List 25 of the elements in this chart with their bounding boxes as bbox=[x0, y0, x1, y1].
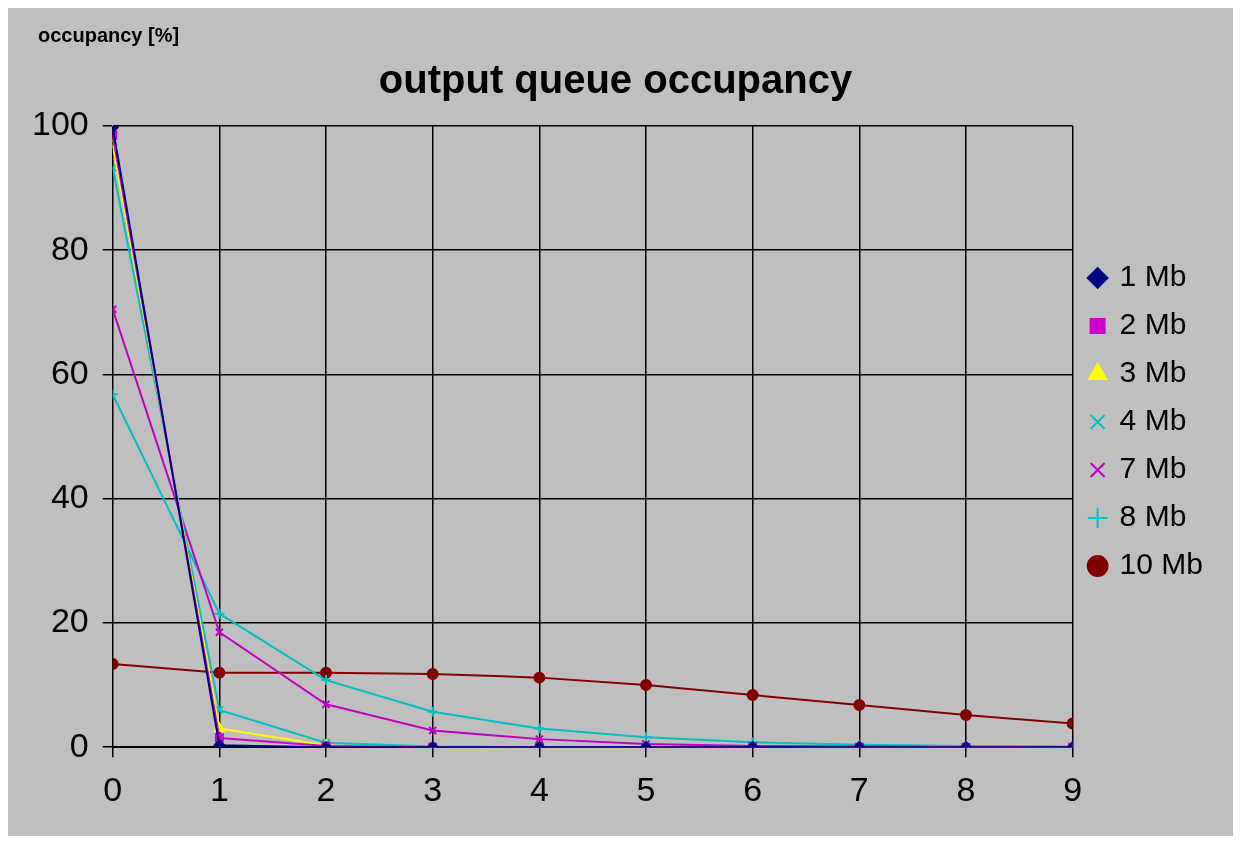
x-tick-label: 9 bbox=[1063, 769, 1083, 808]
x-tick-label: 6 bbox=[743, 769, 763, 808]
legend-label: 8 Mb bbox=[1119, 499, 1187, 533]
legend-label: 2 Mb bbox=[1119, 307, 1187, 341]
y-axis-title: occupancy [%] bbox=[38, 23, 180, 46]
x-tick-label: 1 bbox=[209, 769, 229, 808]
chart-title: output queue occupancy bbox=[378, 57, 853, 102]
x-tick-label: 3 bbox=[423, 769, 443, 808]
y-tick-label: 40 bbox=[50, 477, 89, 516]
x-tick-label: 4 bbox=[529, 769, 549, 808]
x-tick-label: 8 bbox=[956, 769, 976, 808]
x-tick-label: 5 bbox=[636, 769, 656, 808]
y-tick-label: 20 bbox=[50, 601, 89, 640]
y-tick-label: 60 bbox=[50, 352, 89, 391]
legend-label: 4 Mb bbox=[1119, 403, 1187, 437]
legend-label: 3 Mb bbox=[1119, 355, 1187, 389]
x-tick-label: 0 bbox=[103, 769, 123, 808]
legend-label: 1 Mb bbox=[1119, 259, 1187, 293]
legend-label: 10 Mb bbox=[1119, 547, 1204, 581]
x-tick-label: 2 bbox=[316, 769, 336, 808]
y-tick-label: 100 bbox=[31, 104, 89, 143]
y-tick-label: 80 bbox=[50, 228, 89, 267]
legend-label: 7 Mb bbox=[1119, 451, 1187, 485]
x-tick-label: 7 bbox=[849, 769, 869, 808]
y-tick-label: 0 bbox=[69, 725, 89, 764]
